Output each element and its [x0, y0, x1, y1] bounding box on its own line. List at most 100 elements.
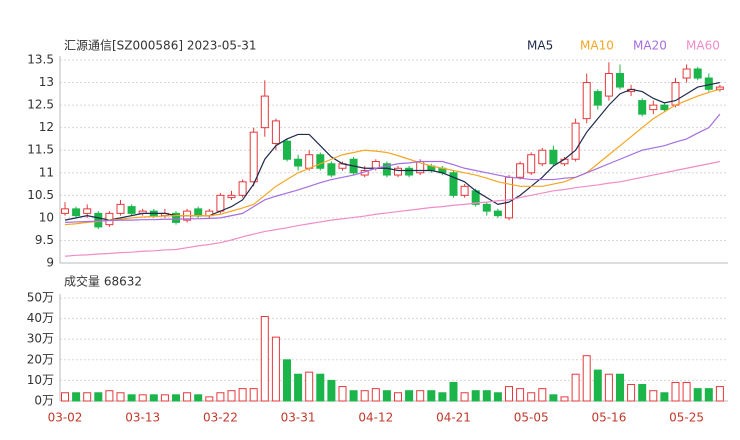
y-tick-label: 9.5: [35, 233, 54, 247]
y-tick-label: 11.5: [27, 143, 54, 157]
y-tick-label: 20万: [27, 352, 54, 366]
candle-body: [638, 100, 647, 115]
candle-body: [283, 140, 291, 160]
volume-bar: [671, 381, 680, 402]
candle-body: [127, 206, 136, 214]
candle-body: [227, 194, 236, 199]
volume-bar: [649, 390, 658, 402]
volume-bar: [493, 392, 502, 402]
y-tick-label: 12: [39, 120, 54, 134]
candle-body: [693, 68, 702, 79]
x-tick-label: 03-02: [48, 411, 83, 425]
volume-bar: [194, 394, 203, 402]
ma-line: [64, 160, 721, 257]
volume-bar: [338, 386, 347, 402]
volume-bar: [94, 392, 103, 402]
volume-bar: [327, 379, 336, 402]
candle-body: [172, 212, 180, 223]
candle-body: [405, 167, 414, 176]
volume-bar: [83, 392, 92, 402]
volume-bar: [505, 386, 513, 402]
volume-bar: [305, 371, 314, 402]
ma-line: [64, 88, 721, 226]
volume-bar: [127, 394, 136, 402]
y-tick-label: 30万: [27, 332, 54, 346]
candle-body: [394, 167, 402, 176]
candle-body: [271, 120, 280, 144]
volume-bar: [260, 316, 269, 402]
volume-bar: [216, 392, 225, 402]
volume-bar: [516, 388, 525, 402]
candle-body: [327, 163, 336, 176]
legend-entry: MA5: [527, 39, 553, 53]
volume-bar: [205, 396, 214, 402]
candle-body: [482, 203, 491, 212]
candle-body: [194, 208, 203, 217]
volume-bar: [116, 392, 125, 402]
volume-bar: [271, 336, 280, 402]
volume-bar: [693, 388, 702, 402]
volume-bar: [138, 394, 147, 402]
volume-bar: [538, 388, 547, 402]
candle-body: [260, 95, 269, 129]
candle-body: [460, 185, 469, 196]
volume-bar: [660, 392, 669, 402]
y-tick-label: 11: [39, 165, 54, 179]
volume-bar: [349, 390, 358, 402]
ma-line: [64, 81, 721, 221]
volume-bar: [582, 355, 591, 402]
candle-body: [671, 82, 680, 106]
candle-body: [616, 73, 624, 88]
volume-bar: [227, 390, 236, 402]
x-tick-label: 05-05: [514, 411, 549, 425]
volume-bar: [371, 388, 380, 402]
y-tick-label: 10: [39, 210, 54, 224]
candle-body: [493, 210, 502, 217]
volume-bar: [149, 394, 158, 402]
volume-bar: [382, 390, 391, 402]
volume-bar: [238, 388, 247, 402]
volume-bar: [394, 392, 402, 402]
candle-body: [571, 122, 580, 160]
chart-title: 汇源通信[SZ000586] 2023-05-31: [64, 39, 257, 53]
legend-entry: MA20: [633, 39, 667, 53]
candle-body: [72, 208, 81, 217]
volume-bar: [360, 390, 369, 402]
x-tick-label: 04-12: [358, 411, 393, 425]
candle-body: [316, 154, 325, 169]
candle-body: [249, 131, 258, 183]
volume-bar: [283, 359, 291, 402]
candle-body: [660, 104, 669, 111]
volume-bar: [471, 390, 480, 402]
volume-bar: [682, 381, 691, 402]
volume-bar: [416, 390, 425, 402]
y-tick-label: 50万: [27, 291, 54, 305]
y-tick-label: 10.5: [27, 188, 54, 202]
volume-bar: [638, 384, 647, 402]
candle-body: [649, 104, 658, 111]
candle-body: [238, 181, 247, 196]
volume-bar: [160, 394, 169, 402]
candle-body: [449, 172, 458, 196]
candle-body: [61, 208, 69, 214]
candle-body: [538, 149, 547, 165]
volume-bar: [316, 373, 325, 402]
candle-body: [83, 208, 92, 214]
legend-entry: MA60: [686, 39, 720, 53]
candle-body: [305, 154, 314, 169]
volume-bar: [438, 392, 447, 402]
volume-title: 成交量 68632: [64, 274, 142, 289]
x-tick-label: 05-25: [669, 411, 704, 425]
y-tick-label: 12.5: [27, 98, 54, 112]
candle-body: [516, 163, 525, 178]
candle-body: [216, 194, 225, 212]
candle-body: [582, 82, 591, 120]
y-tick-label: 9: [46, 256, 54, 270]
ma-line: [64, 113, 721, 223]
y-tick-label: 10万: [27, 373, 54, 387]
candle-body: [527, 154, 536, 174]
y-tick-label: 0万: [34, 394, 54, 408]
x-tick-label: 04-21: [436, 411, 471, 425]
volume-bar: [549, 394, 558, 402]
